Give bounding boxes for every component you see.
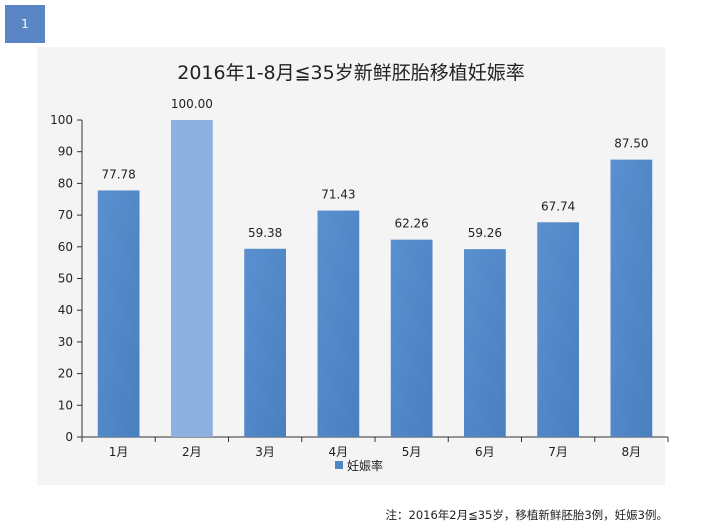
- value-labels: 77.78 100.00 59.38 71.43 62.26 59.26 67.74 87.5…: [101, 97, 648, 240]
- y-tick-label: 40: [58, 303, 73, 317]
- bar: [317, 210, 360, 437]
- bar: [390, 239, 433, 437]
- y-tick-label: 20: [58, 367, 73, 381]
- y-tick-label: 70: [58, 208, 73, 222]
- y-tick-label: 0: [65, 430, 73, 444]
- data-label: 59.38: [248, 226, 282, 240]
- x-tick-label: 1月: [109, 445, 129, 459]
- bar: [170, 120, 213, 437]
- data-label: 67.74: [541, 199, 575, 213]
- data-label: 100.00: [171, 97, 213, 111]
- data-label: 77.78: [101, 167, 135, 181]
- y-tick-label: 100: [50, 113, 73, 127]
- slide-number-badge: 1: [5, 5, 45, 43]
- x-tick-label: 6月: [475, 445, 495, 459]
- legend: 妊娠率: [335, 458, 383, 473]
- bar: [244, 248, 287, 437]
- legend-swatch: [335, 461, 343, 469]
- y-tick-label: 10: [58, 398, 73, 412]
- bar: [610, 159, 653, 437]
- y-tick-label: 60: [58, 240, 73, 254]
- y-tick-label: 90: [58, 145, 73, 159]
- x-tick-label: 7月: [548, 445, 568, 459]
- chart-title: 2016年1-8月≦35岁新鲜胚胎移植妊娠率: [177, 62, 525, 84]
- x-axis: 1月 2月 3月 4月 5月 6月 7月 8月: [81, 436, 669, 459]
- x-tick-label: 2月: [182, 445, 202, 459]
- data-label: 71.43: [321, 188, 355, 202]
- x-tick-label: 4月: [329, 445, 349, 459]
- bars: [97, 120, 653, 437]
- y-tick-label: 50: [58, 272, 73, 286]
- x-tick-label: 5月: [402, 445, 422, 459]
- bar: [97, 190, 140, 437]
- y-tick-label: 30: [58, 335, 73, 349]
- data-label: 62.26: [394, 217, 428, 231]
- bar: [537, 222, 580, 437]
- y-axis: 0 10 20 30 40 50 60 70 80 90 100: [50, 113, 83, 444]
- bar: [463, 249, 506, 437]
- x-tick-label: 8月: [622, 445, 642, 459]
- data-label: 59.26: [468, 226, 502, 240]
- x-tick-label: 3月: [255, 445, 275, 459]
- legend-label: 妊娠率: [347, 458, 383, 473]
- data-label: 87.50: [614, 137, 648, 151]
- y-tick-label: 80: [58, 176, 73, 190]
- footnote: 注：2016年2月≦35岁，移植新鲜胚胎3例，妊娠3例。: [385, 508, 668, 522]
